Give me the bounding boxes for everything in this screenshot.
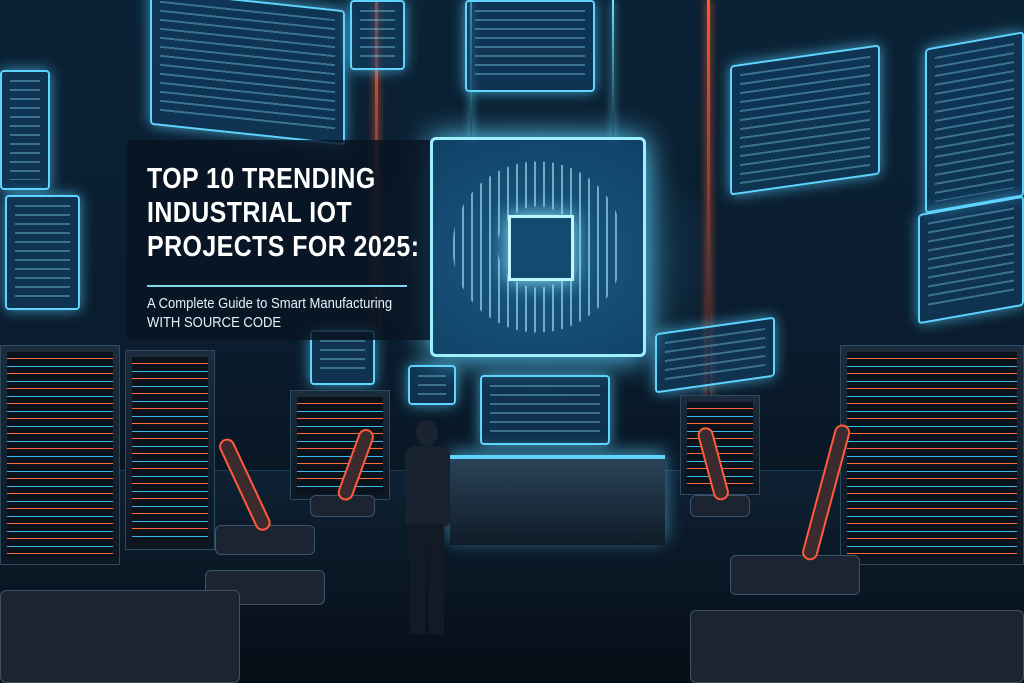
server-rack — [0, 345, 120, 565]
title-line: TOP 10 TRENDING — [147, 163, 376, 195]
machine-console — [690, 610, 1024, 683]
machine-console — [0, 590, 240, 683]
hologram-screen — [0, 70, 50, 190]
person-head — [416, 420, 438, 446]
title-line: PROJECTS FOR 2025: — [147, 231, 420, 263]
hologram-screen — [5, 195, 80, 310]
hologram-screen — [918, 195, 1024, 325]
hologram-screen — [150, 0, 345, 146]
server-rack — [840, 345, 1024, 565]
control-table — [450, 455, 665, 545]
person-legs — [410, 524, 444, 634]
laser-beam — [707, 0, 710, 400]
light-beam — [612, 0, 614, 140]
hologram-screen — [408, 365, 456, 405]
hero-title: TOP 10 TRENDING INDUSTRIAL IOT PROJECTS … — [147, 162, 419, 264]
robot-base — [730, 555, 860, 595]
title-line: INDUSTRIAL IOT — [147, 197, 353, 229]
hero-subtitle: A Complete Guide to Smart Manufacturing … — [147, 295, 392, 333]
divider — [147, 285, 407, 287]
hologram-screen — [480, 375, 610, 445]
engineer-figure — [400, 420, 455, 635]
processor-hologram — [430, 137, 646, 357]
subtitle-line: A Complete Guide to Smart Manufacturing — [147, 296, 393, 312]
title-panel: TOP 10 TRENDING INDUSTRIAL IOT PROJECTS … — [127, 140, 430, 340]
hologram-screen — [655, 316, 775, 394]
chip-core — [508, 215, 574, 281]
hologram-screen — [730, 44, 880, 196]
person-body — [405, 446, 450, 526]
hologram-screen — [925, 31, 1024, 214]
subtitle-line: WITH SOURCE CODE — [147, 315, 282, 331]
hologram-screen — [465, 0, 595, 92]
server-rack — [125, 350, 215, 550]
hologram-screen — [350, 0, 405, 70]
